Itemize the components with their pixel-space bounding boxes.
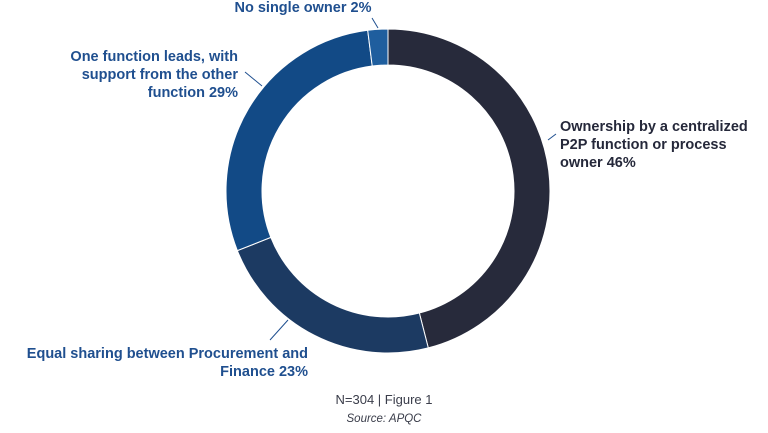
slice-equal-sharing [236,236,429,354]
label-line: function 29% [148,85,238,101]
slice-labels: Ownership by a centralized P2P function o… [27,0,748,380]
label-line: Equal sharing between Procurement and [27,346,308,362]
label-one-function-leads: One function leads, with support from the… [70,49,238,101]
leader-lines [244,17,557,341]
label-line: P2P function or process [560,137,727,153]
label-centralized-owner: Ownership by a centralized P2P function o… [560,119,748,171]
leader-line-centralized-owner [547,133,557,141]
label-line: owner 46% [560,155,636,171]
label-equal-sharing: Equal sharing between Procurement and Fin… [27,346,308,380]
label-line: Ownership by a centralized [560,119,748,135]
label-no-single-owner: No single owner 2% [235,0,372,16]
label-line: One function leads, with [70,49,238,65]
slice-one-function-leads [225,29,373,252]
slice-no-single-owner [367,28,389,67]
donut-slices [225,28,551,354]
leader-line-one-function-leads [244,71,263,87]
source-note: Source: APQC [346,413,422,425]
label-line: Finance 23% [220,364,308,380]
label-line: support from the other [82,67,239,83]
label-line: No single owner 2% [235,0,372,16]
leader-line-equal-sharing [269,319,289,341]
sample-size-figure-note: N=304 | Figure 1 [335,392,433,407]
leader-line-no-single-owner [371,17,379,29]
slice-centralized-owner [387,28,551,349]
